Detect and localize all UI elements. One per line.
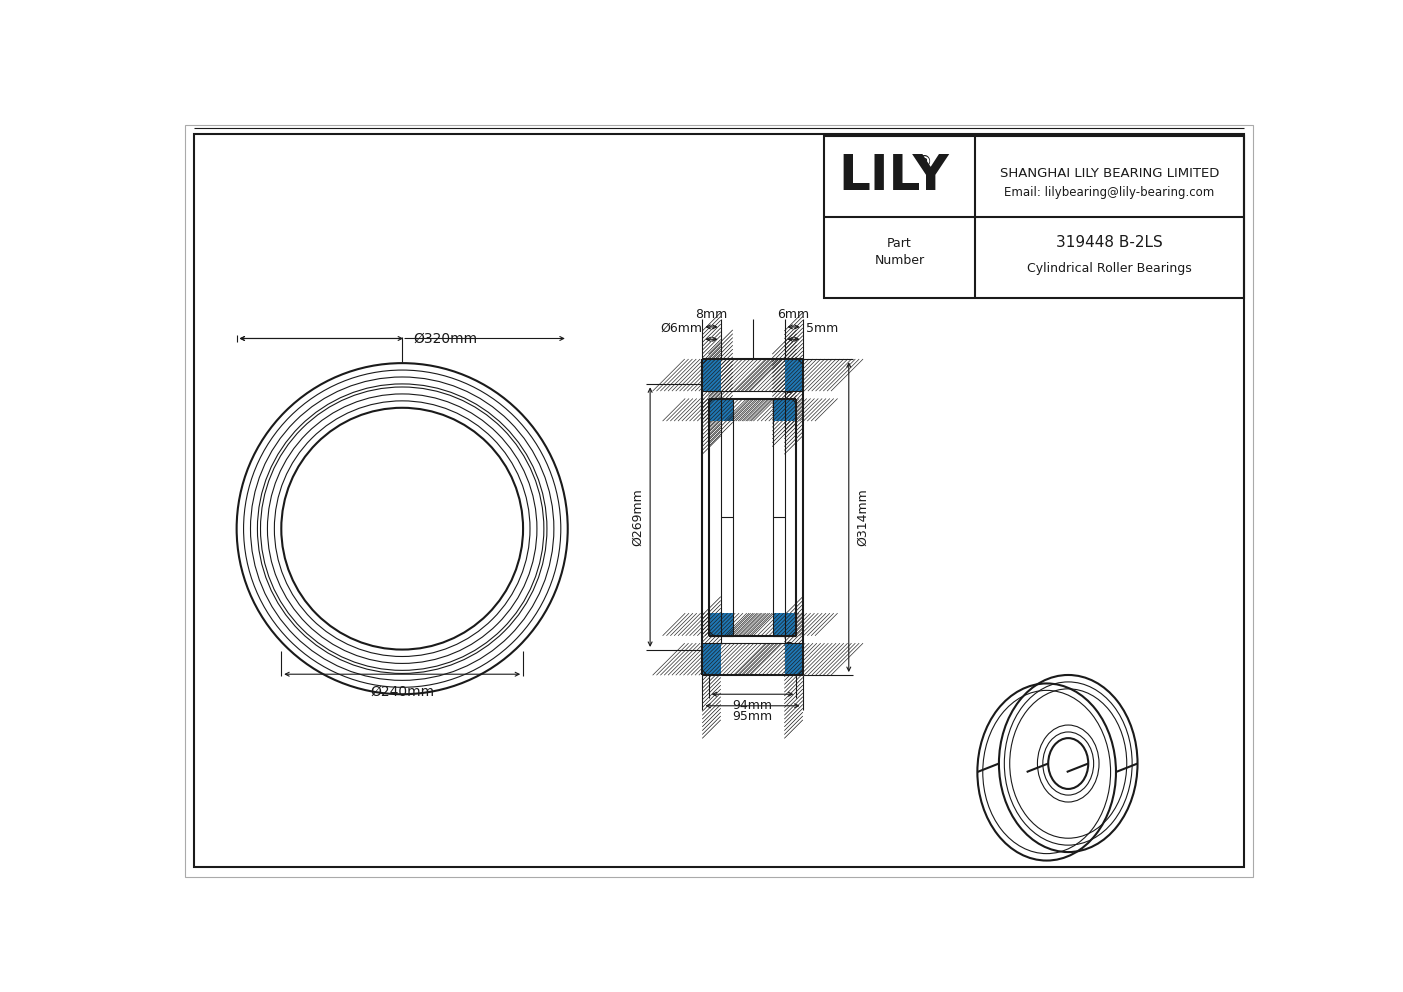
Text: Ø314mm: Ø314mm xyxy=(856,488,870,546)
Bar xyxy=(703,644,721,675)
Bar xyxy=(784,359,803,391)
Text: Email: lilybearing@lily-bearing.com: Email: lilybearing@lily-bearing.com xyxy=(1005,186,1215,199)
Bar xyxy=(773,613,797,636)
Text: ®: ® xyxy=(916,155,932,170)
Bar xyxy=(703,644,721,675)
Text: Ø269mm: Ø269mm xyxy=(631,488,644,546)
Text: 95mm: 95mm xyxy=(732,710,773,723)
Text: 8mm: 8mm xyxy=(696,308,728,320)
Text: 319448 B-2LS: 319448 B-2LS xyxy=(1056,235,1163,250)
Bar xyxy=(773,399,797,421)
Bar xyxy=(784,644,803,675)
Bar xyxy=(784,359,803,391)
Text: Ø6mm: Ø6mm xyxy=(661,321,702,334)
Text: SHANGHAI LILY BEARING LIMITED: SHANGHAI LILY BEARING LIMITED xyxy=(1000,167,1219,180)
Bar xyxy=(824,136,1244,298)
Text: 94mm: 94mm xyxy=(732,698,773,712)
Text: Ø240mm: Ø240mm xyxy=(370,685,435,699)
Text: Ø320mm: Ø320mm xyxy=(414,331,478,345)
Bar xyxy=(703,359,721,391)
Text: Part
Number: Part Number xyxy=(874,237,925,268)
Bar xyxy=(709,399,732,421)
Bar xyxy=(709,391,732,399)
Bar xyxy=(773,391,797,399)
Text: Cylindrical Roller Bearings: Cylindrical Roller Bearings xyxy=(1027,262,1191,275)
Bar xyxy=(784,644,803,675)
Bar xyxy=(709,613,732,636)
Text: LILY: LILY xyxy=(838,153,948,200)
Bar xyxy=(703,359,721,391)
Text: 6mm: 6mm xyxy=(777,308,810,320)
Text: 5mm: 5mm xyxy=(807,321,839,334)
